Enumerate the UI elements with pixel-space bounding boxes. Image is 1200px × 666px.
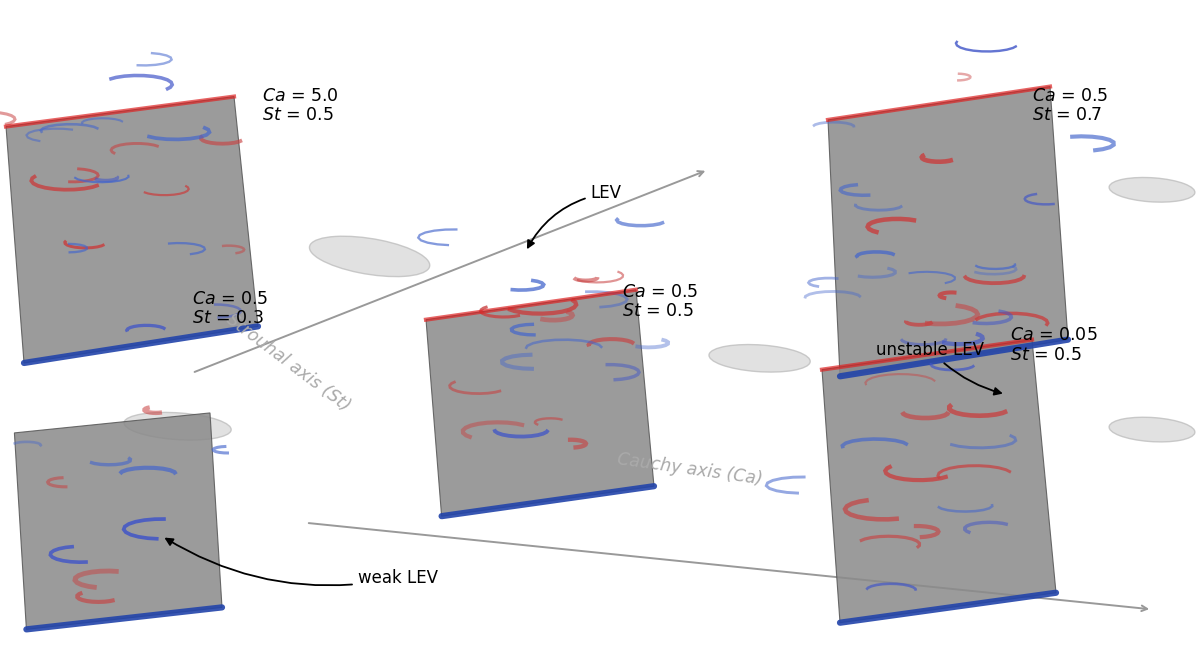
Text: LEV: LEV — [528, 184, 622, 248]
Polygon shape — [828, 87, 1068, 376]
Ellipse shape — [1109, 177, 1195, 202]
Polygon shape — [822, 340, 1056, 623]
Text: $\it{Ca}$ = 0.5: $\it{Ca}$ = 0.5 — [192, 290, 269, 308]
Text: $\it{St}$ = 0.3: $\it{St}$ = 0.3 — [192, 309, 264, 327]
Text: $\it{St}$ = 0.5: $\it{St}$ = 0.5 — [262, 106, 334, 124]
Text: $\it{Ca}$ = 5.0: $\it{Ca}$ = 5.0 — [262, 87, 338, 105]
Ellipse shape — [310, 236, 430, 276]
Text: Strouhal axis (St): Strouhal axis (St) — [222, 310, 354, 416]
Text: $\it{St}$ = 0.7: $\it{St}$ = 0.7 — [1032, 106, 1102, 124]
Text: $\it{St}$ = 0.5: $\it{St}$ = 0.5 — [1010, 346, 1082, 364]
Text: $\it{Ca}$ = 0.5: $\it{Ca}$ = 0.5 — [1032, 87, 1109, 105]
Polygon shape — [6, 97, 258, 363]
Text: weak LEV: weak LEV — [166, 539, 438, 587]
Polygon shape — [426, 290, 654, 516]
Text: unstable LEV: unstable LEV — [876, 340, 1001, 394]
Ellipse shape — [1109, 417, 1195, 442]
Text: Cauchy axis (Ca): Cauchy axis (Ca) — [617, 450, 763, 489]
Ellipse shape — [124, 412, 232, 440]
Ellipse shape — [709, 344, 810, 372]
Text: $\it{Ca}$ = 0.05: $\it{Ca}$ = 0.05 — [1010, 326, 1098, 344]
Polygon shape — [14, 413, 222, 629]
Text: $\it{St}$ = 0.5: $\it{St}$ = 0.5 — [622, 302, 694, 320]
Text: $\it{Ca}$ = 0.5: $\it{Ca}$ = 0.5 — [622, 283, 698, 301]
